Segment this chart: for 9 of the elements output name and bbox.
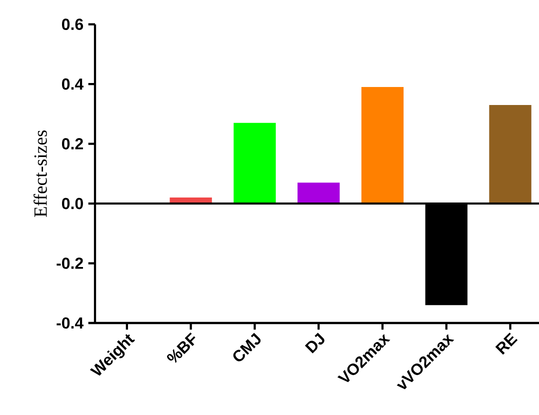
x-tick-label: RE [495,332,518,355]
y-tick-label: 0.6 [62,18,84,30]
y-tick-label: 0.4 [62,78,84,90]
y-tick-label: -0.2 [56,258,83,269]
x-tick-label: DJ [304,332,324,354]
y-tick-label: 0.2 [62,138,83,150]
y-axis-title: Effect-sizes [34,130,47,217]
y-tick-label: -0.4 [56,317,84,329]
y-tick-label: 0.0 [62,198,83,210]
